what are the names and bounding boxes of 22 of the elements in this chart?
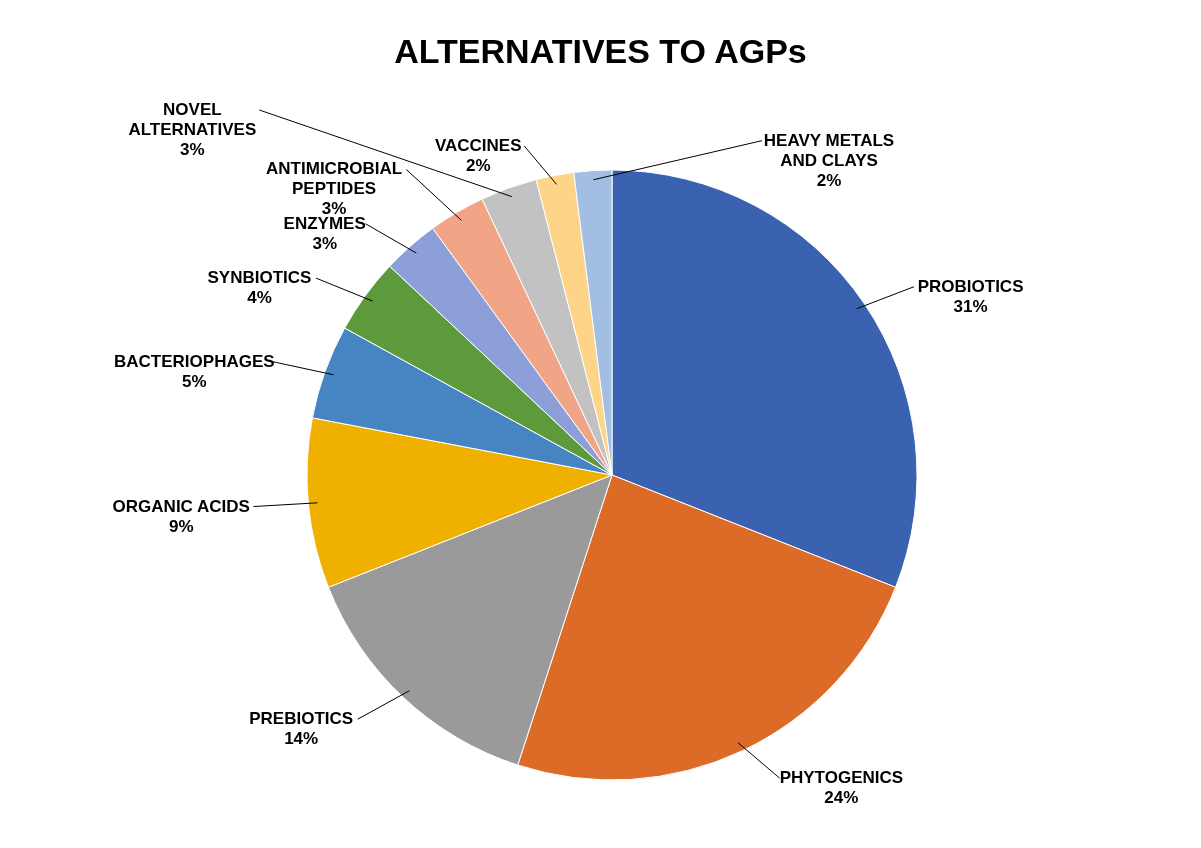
data-label: 2% xyxy=(465,155,491,175)
slice-label: PHYTOGENICS xyxy=(779,768,904,788)
slice-label: ENZYMES xyxy=(283,213,366,233)
data-label: 2% xyxy=(816,170,842,190)
slice-label: PROBIOTICS xyxy=(917,276,1024,296)
slice-label: NOVEL ALTERNATIVES xyxy=(128,100,257,139)
slice-label: SYNBIOTICS xyxy=(207,268,312,288)
data-label: 9% xyxy=(168,516,194,536)
data-label: 3% xyxy=(180,140,205,159)
slice-label: ORGANIC ACIDS xyxy=(112,496,250,516)
data-label: 24% xyxy=(824,788,859,808)
chart-title: ALTERNATIVES TO AGPs xyxy=(394,32,807,70)
data-label: 5% xyxy=(182,371,207,391)
slice-label: VACCINES xyxy=(434,135,522,155)
data-label: 31% xyxy=(953,296,988,316)
slice-label: PREBIOTICS xyxy=(249,709,354,729)
slice-label: ANTIMICROBIAL PEPTIDES xyxy=(266,159,403,199)
data-label: 3% xyxy=(312,233,337,253)
slice-label: BACTERIOPHAGES xyxy=(114,351,275,371)
slice-label: HEAVY METALS AND CLAYS xyxy=(763,130,895,170)
data-label: 14% xyxy=(284,729,319,749)
data-label: 4% xyxy=(247,288,272,308)
